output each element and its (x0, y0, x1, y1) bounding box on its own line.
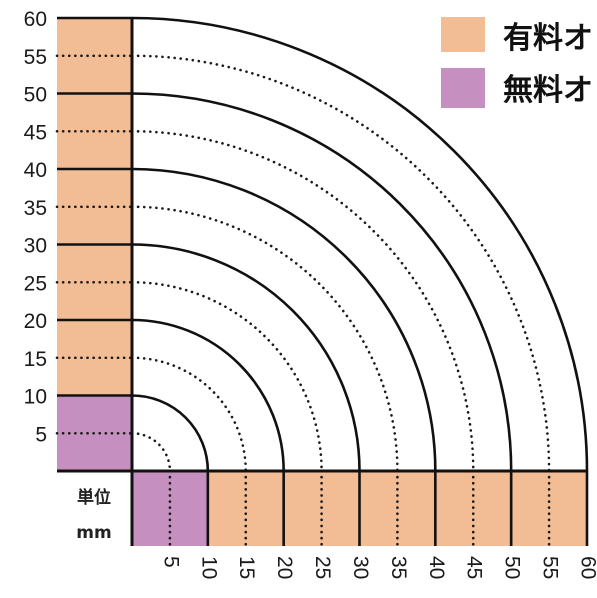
arc-solid-20 (131, 318, 285, 472)
x-tick-label: 55 (539, 556, 562, 579)
unit-label-line1: 単位 (77, 487, 111, 508)
x-tick-label: 5 (159, 556, 182, 568)
arc-solid-10 (131, 394, 210, 472)
unit-label: 単位 mm (76, 487, 111, 543)
x-tick-label: 35 (387, 556, 410, 579)
x-tick-label: 20 (273, 556, 296, 579)
axis-lines (57, 18, 587, 546)
x-tick-label: 10 (197, 556, 220, 579)
x-tick-label: 50 (501, 556, 524, 579)
y-tick-label: 55 (24, 46, 47, 69)
arc-dotted-5 (130, 431, 172, 473)
y-tick-label: 30 (24, 235, 47, 258)
y-tick-label: 5 (35, 423, 47, 446)
x-tick-label: 15 (235, 556, 258, 579)
x-tick-labels: 5 10 15 20 25 30 35 40 45 50 55 60 (159, 556, 597, 579)
legend-paid-swatch (441, 17, 485, 52)
x-tick-label: 30 (349, 556, 372, 579)
arc-solid-30 (131, 243, 361, 472)
y-tick-label: 40 (24, 159, 47, 182)
arc-dotted-45 (130, 129, 475, 473)
legend-paid-label: 有料オ (503, 21, 593, 56)
arc-solid-40 (131, 167, 437, 472)
arc-dotted-35 (130, 205, 399, 473)
x-tick-label: 45 (463, 556, 486, 579)
unit-label-line2: mm (76, 523, 111, 543)
legend-free-swatch (441, 68, 485, 108)
y-tick-label: 50 (24, 84, 47, 107)
arc-solid-50 (131, 92, 513, 472)
y-tick-label: 20 (24, 310, 47, 333)
x-tick-label: 60 (576, 556, 597, 579)
arc-solid-60 (131, 16, 589, 472)
y-tick-label: 45 (24, 121, 47, 144)
arc-dotted-25 (130, 280, 323, 473)
arc-dotted-55 (130, 54, 551, 473)
legend: 有料オ 無料オ (441, 17, 593, 108)
y-tick-label: 10 (24, 386, 47, 409)
y-tick-label: 60 (24, 8, 47, 31)
legend-free-label: 無料オ (503, 73, 593, 108)
x-tick-label: 40 (425, 556, 448, 579)
x-tick-label: 25 (311, 556, 334, 579)
y-tick-label: 25 (24, 272, 47, 295)
arc-dotted-15 (130, 356, 248, 473)
radius-arcs (55, 16, 589, 548)
y-tick-label: 35 (24, 197, 47, 220)
y-tick-labels: 60 55 50 45 40 35 30 25 20 15 10 5 (24, 8, 47, 446)
y-tick-label: 15 (24, 348, 47, 371)
